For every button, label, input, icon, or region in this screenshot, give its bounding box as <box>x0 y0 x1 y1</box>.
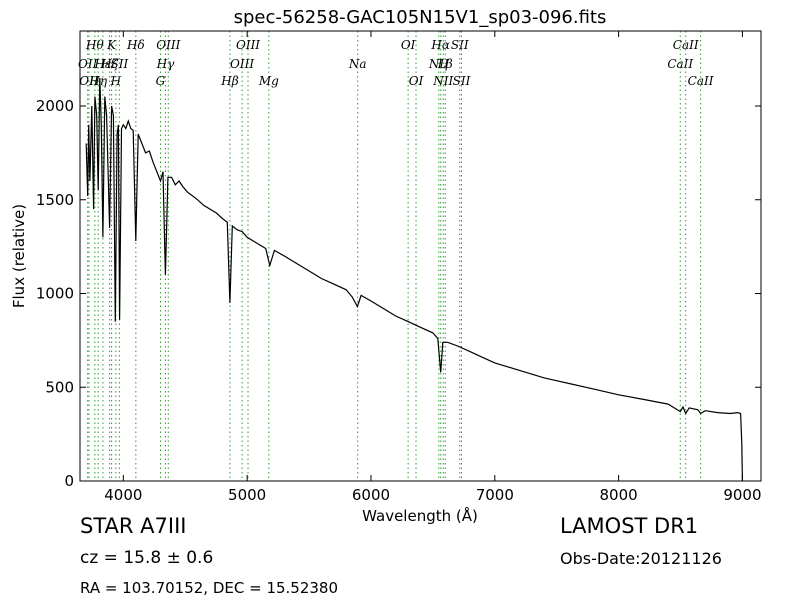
marker-label-28: CaII <box>688 74 714 88</box>
y-axis-label: Flux (relative) <box>10 204 28 308</box>
coordinates-label: RA = 103.70152, DEC = 15.52380 <box>80 579 339 597</box>
marker-label-16: Mg <box>258 74 279 88</box>
chart-title: spec-56258-GAC105N15V1_sp03-096.fits <box>234 7 607 28</box>
observation-date-label: Obs-Date:20121126 <box>560 549 722 568</box>
marker-label-3: Hη <box>88 74 107 88</box>
marker-label-23: Lβ <box>437 57 453 71</box>
redshift-label: cz = 15.8 ± 0.6 <box>80 548 214 568</box>
marker-label-19: OI <box>409 74 424 88</box>
marker-label-12: OIII <box>156 38 180 52</box>
marker-label-15: OIII <box>236 38 260 52</box>
y-tick-label-1: 500 <box>45 378 74 396</box>
marker-label-27: CaII <box>673 38 699 52</box>
y-tick-label-0: 0 <box>64 472 74 490</box>
marker-label-1: OII <box>79 74 99 88</box>
marker-label-10: G <box>156 74 166 88</box>
x-tick-label-1: 5000 <box>228 486 266 504</box>
marker-label-17: Na <box>348 57 367 71</box>
marker-label-25: SII <box>453 74 471 88</box>
survey-label: LAMOST DR1 <box>560 514 699 538</box>
x-axis-label: Wavelength (Å) <box>362 506 478 525</box>
plot-frame <box>79 30 762 482</box>
marker-label-6: K <box>106 38 117 52</box>
marker-label-0: OII <box>78 57 98 71</box>
x-tick-label-0: 4000 <box>104 486 142 504</box>
marker-label-26: CaII <box>667 57 693 71</box>
marker-label-21: Hα <box>430 38 450 52</box>
x-tick-label-5: 9000 <box>723 486 761 504</box>
spectrum-line <box>85 77 743 482</box>
y-axis-ticks: 0 500 1000 1500 2000 <box>36 97 761 490</box>
y-tick-label-3: 1500 <box>36 191 74 209</box>
object-class-label: STAR A7III <box>80 514 187 538</box>
marker-label-22: NII <box>432 74 453 88</box>
marker-label-2: Hθ <box>85 38 104 52</box>
y-tick-label-4: 2000 <box>36 97 74 115</box>
x-tick-label-2: 6000 <box>352 486 390 504</box>
marker-label-8: SII <box>111 57 129 71</box>
marker-label-13: Hβ <box>220 74 238 88</box>
marker-label-14: OIII <box>230 57 254 71</box>
marker-label-5: Hζ <box>100 57 119 71</box>
x-axis-ticks: 4000 5000 6000 7000 8000 9000 <box>104 31 762 504</box>
marker-label-24: SII <box>451 38 469 52</box>
marker-label-4: Hε <box>93 57 111 71</box>
x-tick-label-4: 8000 <box>600 486 638 504</box>
marker-label-7: H <box>110 74 122 88</box>
marker-label-18: OI <box>401 38 416 52</box>
marker-label-11: Hγ <box>156 57 175 71</box>
y-tick-label-2: 1000 <box>36 285 74 303</box>
marker-label-9: Hδ <box>126 38 145 52</box>
x-tick-label-3: 7000 <box>476 486 514 504</box>
